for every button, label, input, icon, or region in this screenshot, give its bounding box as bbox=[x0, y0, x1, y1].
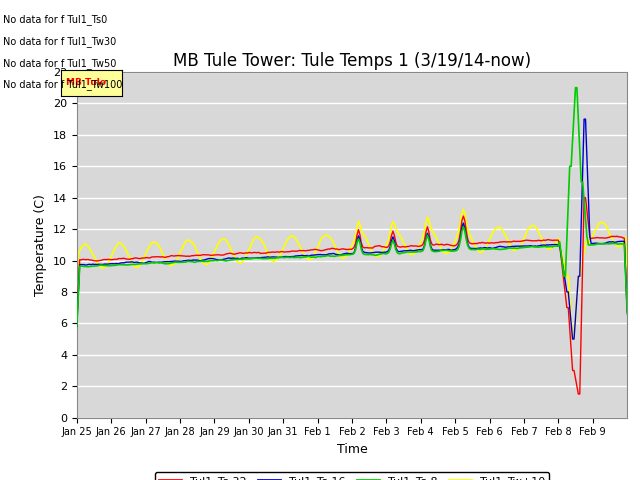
Text: No data for f Tul1_Tw100: No data for f Tul1_Tw100 bbox=[3, 79, 123, 90]
Y-axis label: Temperature (C): Temperature (C) bbox=[35, 194, 47, 296]
Text: MB Tulo: MB Tulo bbox=[66, 78, 106, 87]
Title: MB Tule Tower: Tule Temps 1 (3/19/14-now): MB Tule Tower: Tule Temps 1 (3/19/14-now… bbox=[173, 52, 531, 71]
Text: No data for f Tul1_Tw30: No data for f Tul1_Tw30 bbox=[3, 36, 116, 47]
X-axis label: Time: Time bbox=[337, 443, 367, 456]
Text: No data for f Tul1_Tw50: No data for f Tul1_Tw50 bbox=[3, 58, 116, 69]
Text: No data for f Tul1_Ts0: No data for f Tul1_Ts0 bbox=[3, 14, 108, 25]
Legend: Tul1_Ts-32, Tul1_Ts-16, Tul1_Ts-8, Tul1_Tw+10: Tul1_Ts-32, Tul1_Ts-16, Tul1_Ts-8, Tul1_… bbox=[155, 471, 549, 480]
